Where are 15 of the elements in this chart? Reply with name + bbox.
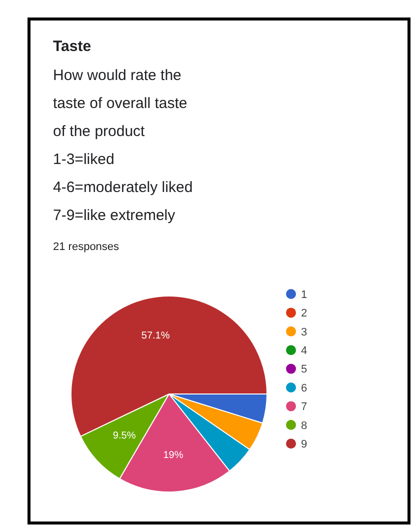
data-label: 57.1% [141, 330, 170, 342]
chart-subtitle: How would rate the taste of overall taste of the product 1-3=liked 4-6=moderately liked 7-9=like extremely [53, 67, 193, 224]
legend-label: 9 [301, 438, 308, 450]
legend-label: 8 [301, 420, 308, 432]
legend-label: 6 [301, 382, 308, 394]
legend-label: 4 [301, 344, 308, 357]
legend-label: 3 [301, 326, 308, 338]
data-label: 9.5% [112, 430, 136, 442]
legend-label: 5 [301, 364, 308, 376]
chart-title: Taste [53, 38, 92, 55]
legend-label: 7 [301, 401, 308, 414]
text: 21 responses [53, 241, 120, 253]
data-label: 19% [163, 450, 184, 462]
legend-label: 2 [301, 308, 308, 320]
legend-label: 1 [301, 288, 308, 301]
